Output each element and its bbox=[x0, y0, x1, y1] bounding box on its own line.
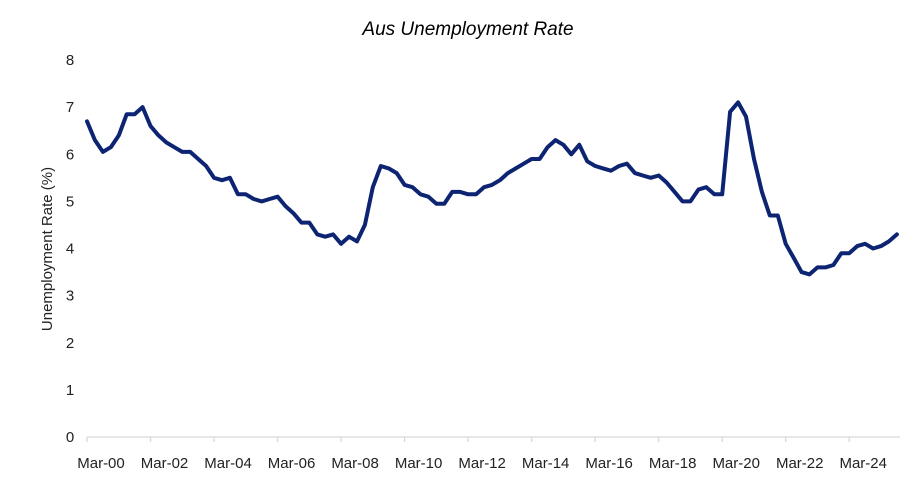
y-tick-label: 8 bbox=[66, 52, 74, 69]
x-tick-label: Mar-08 bbox=[331, 455, 379, 472]
x-tick-label: Mar-18 bbox=[649, 455, 697, 472]
y-tick-label: 5 bbox=[66, 193, 74, 210]
y-tick-label: 3 bbox=[66, 288, 74, 305]
x-tick-label: Mar-22 bbox=[776, 455, 824, 472]
x-tick-label: Mar-12 bbox=[458, 455, 506, 472]
x-tick-label: Mar-06 bbox=[268, 455, 316, 472]
x-tick-label: Mar-24 bbox=[839, 455, 887, 472]
y-tick-label: 1 bbox=[66, 382, 74, 399]
unemployment-rate-line bbox=[85, 100, 899, 277]
y-tick-label: 7 bbox=[66, 99, 74, 116]
y-tick-label: 0 bbox=[66, 429, 74, 446]
y-tick-label: 4 bbox=[66, 241, 74, 258]
chart-title: Aus Unemployment Rate bbox=[361, 19, 573, 40]
y-tick-label: 6 bbox=[66, 146, 74, 163]
x-tick-label: Mar-14 bbox=[522, 455, 570, 472]
x-tick-label: Mar-10 bbox=[395, 455, 443, 472]
y-tick-label: 2 bbox=[66, 335, 74, 352]
x-tick-label: Mar-16 bbox=[585, 455, 633, 472]
y-axis-ticks: 0 1 2 3 4 5 6 7 8 bbox=[66, 52, 74, 446]
x-tick-label: Mar-04 bbox=[204, 455, 252, 472]
x-tick-label: Mar-02 bbox=[141, 455, 189, 472]
x-tick-label: Mar-00 bbox=[77, 455, 125, 472]
y-axis-label: Unemployment Rate (%) bbox=[39, 167, 56, 331]
x-axis-ticks: Mar-00 Mar-02 Mar-04 Mar-06 Mar-08 Mar-10 Mar-… bbox=[77, 437, 887, 472]
x-tick-label: Mar-20 bbox=[712, 455, 760, 472]
